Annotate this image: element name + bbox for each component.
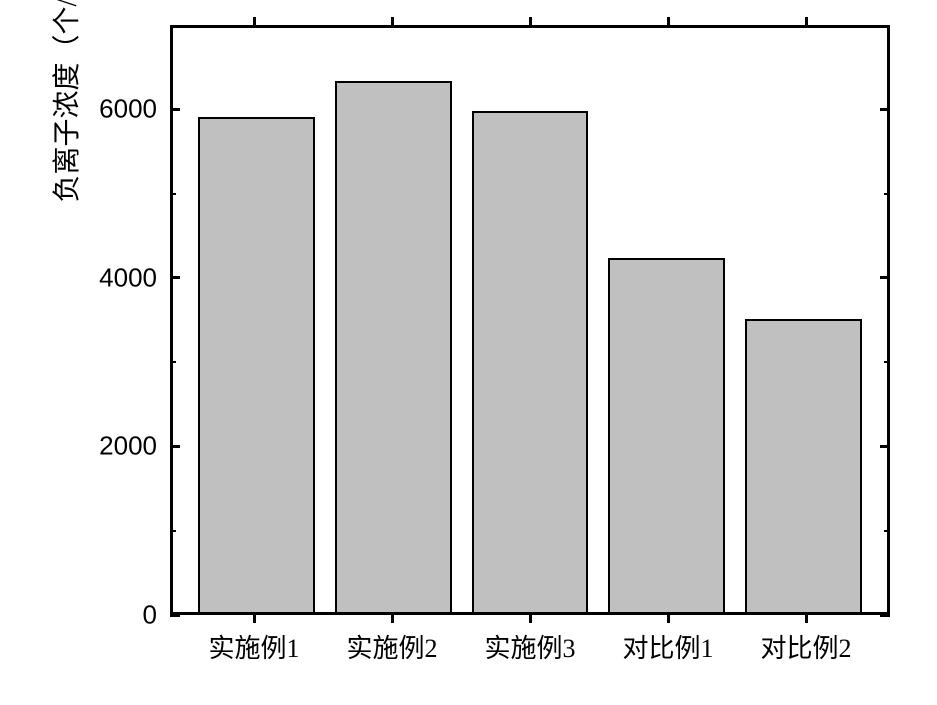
x-tick-label-4: 对比例1 bbox=[609, 620, 727, 665]
bar-3 bbox=[472, 111, 589, 613]
y-minor-tick-right bbox=[884, 193, 890, 195]
chart-container: 负离子浓度（个/cm3） 0 2000 4000 6000 实施例1 实施例2 … bbox=[80, 25, 910, 665]
bars-container bbox=[173, 28, 887, 612]
y-major-tick bbox=[170, 445, 180, 448]
y-major-tick-right bbox=[880, 614, 890, 617]
y-major-tick bbox=[170, 614, 180, 617]
x-tick-mark bbox=[667, 615, 670, 623]
x-tick-mark-top bbox=[253, 17, 256, 25]
y-axis-title: 负离子浓度（个/cm3） bbox=[45, 0, 85, 202]
y-major-tick-right bbox=[880, 108, 890, 111]
y-tick-label-0: 0 bbox=[143, 600, 157, 631]
x-tick-mark-top bbox=[805, 17, 808, 25]
x-tick-label-5: 对比例2 bbox=[747, 620, 865, 665]
x-tick-mark bbox=[529, 615, 532, 623]
x-tick-mark-top bbox=[667, 17, 670, 25]
y-tick-label-4000: 4000 bbox=[99, 262, 157, 293]
y-minor-tick-right bbox=[884, 361, 890, 363]
x-tick-mark-top bbox=[391, 17, 394, 25]
x-tick-mark bbox=[805, 615, 808, 623]
bar-5 bbox=[745, 319, 862, 612]
plot-area bbox=[170, 25, 890, 615]
x-tick-mark-top bbox=[529, 17, 532, 25]
x-tick-label-1: 实施例1 bbox=[195, 620, 313, 665]
y-tick-label-2000: 2000 bbox=[99, 431, 157, 462]
y-major-tick-right bbox=[880, 276, 890, 279]
x-tick-mark bbox=[391, 615, 394, 623]
y-minor-tick-right bbox=[884, 530, 890, 532]
y-tick-label-6000: 6000 bbox=[99, 94, 157, 125]
y-axis-labels: 0 2000 4000 6000 bbox=[80, 25, 165, 615]
bar-1 bbox=[198, 117, 315, 612]
y-minor-tick bbox=[170, 530, 176, 532]
y-major-tick bbox=[170, 276, 180, 279]
x-tick-mark bbox=[253, 615, 256, 623]
bar-4 bbox=[608, 258, 725, 612]
y-major-tick-right bbox=[880, 445, 890, 448]
y-major-tick bbox=[170, 108, 180, 111]
y-minor-tick bbox=[170, 193, 176, 195]
bar-2 bbox=[335, 81, 452, 612]
x-tick-label-3: 实施例3 bbox=[471, 620, 589, 665]
y-axis-title-base: 负离子浓度（个/cm bbox=[52, 0, 83, 202]
y-minor-tick bbox=[170, 361, 176, 363]
x-tick-label-2: 实施例2 bbox=[333, 620, 451, 665]
x-axis-labels: 实施例1 实施例2 实施例3 对比例1 对比例2 bbox=[170, 620, 890, 665]
